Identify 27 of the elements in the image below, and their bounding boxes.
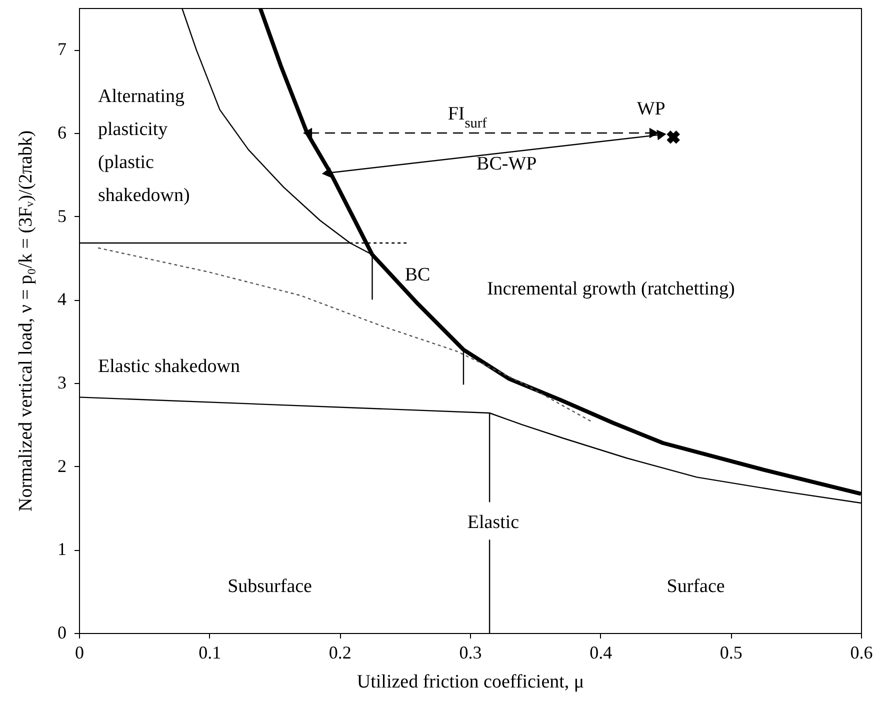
annotation: Incremental growth (ratchetting) [486,278,735,300]
y-tick-label: 5 [58,206,66,226]
y-tick-label: 6 [58,122,66,142]
x-tick-label: 0.2 [328,642,352,662]
annotation: Elastic [467,512,520,533]
annotation: FI$_{surf}$ [448,104,488,132]
y-axis-title: Normalized vertical load, ν = p₀/k = (3Fᵥ)/(2πabk) [16,130,36,512]
x-tick-label: 0.1 [198,642,222,662]
y-tick-label: 3 [58,372,66,392]
x-tick-label: 0.4 [590,642,612,662]
annotation: Elastic shakedown [98,356,240,378]
annotation: BC-WP [476,154,537,175]
annotation: Alternating plasticity (plastic shakedown) [98,86,190,206]
annotation: BC [404,264,430,286]
y-tick-label: 0 [58,622,66,642]
annotation: Surface [666,576,725,598]
x-tick-label: 0.3 [459,642,482,662]
y-tick-label: 7 [58,39,66,60]
y-tick-label: 4 [58,289,66,310]
y-tick-label: 1 [58,539,66,560]
annotation: WP [636,98,666,120]
x-tick-label: 0 [75,642,84,662]
x-tick-label: 0.6 [850,642,873,662]
y-tick-label: 2 [58,456,66,476]
x-axis-title: Utilized friction coefficient, μ [356,672,584,692]
x-tick-label: 0.5 [720,642,742,662]
annotation: Subsurface [228,576,312,598]
